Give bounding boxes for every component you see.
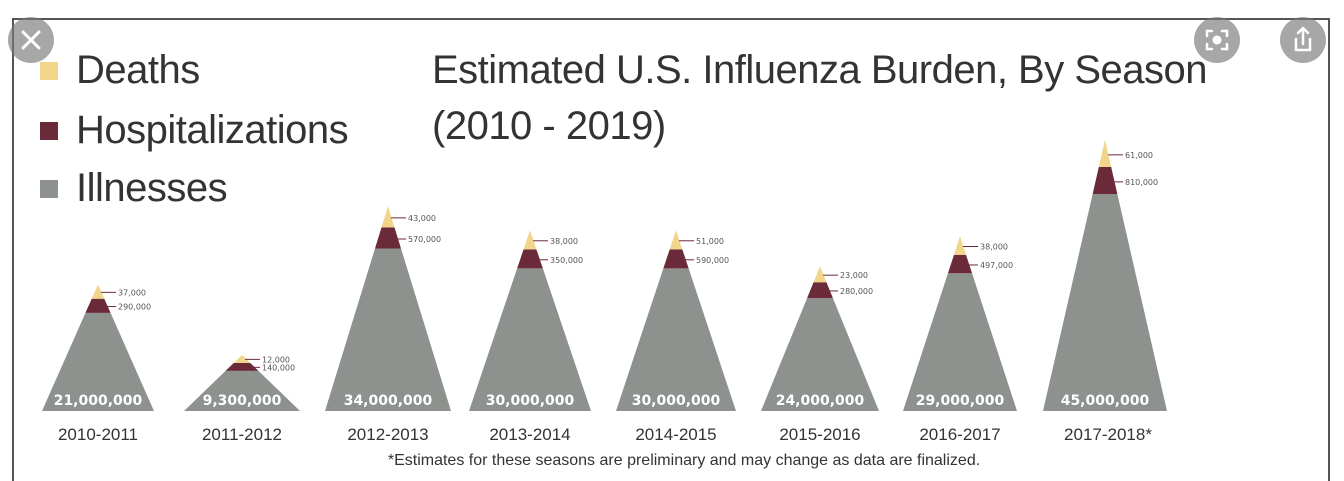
hospitalization-segment	[947, 254, 973, 274]
lens-icon	[1205, 29, 1229, 51]
hospitalization-segment	[663, 249, 689, 269]
hospitalization-data-label: 570,000	[408, 235, 441, 244]
illness-data-label: 24,000,000	[776, 393, 865, 409]
legend-item-deaths: Deaths	[40, 48, 200, 93]
chart-title: Estimated U.S. Influenza Burden, By Seas…	[432, 48, 1208, 92]
death-data-label: 51,000	[696, 237, 724, 246]
illness-segment	[616, 268, 736, 411]
illness-data-label: 34,000,000	[344, 393, 433, 409]
legend-swatch-deaths	[40, 61, 58, 80]
illness-data-label: 30,000,000	[486, 393, 575, 409]
death-data-label: 37,000	[118, 288, 146, 297]
illness-data-label: 21,000,000	[54, 393, 143, 409]
death-segment	[813, 266, 827, 283]
illness-data-label: 9,300,000	[203, 393, 282, 409]
hospitalization-segment	[374, 227, 402, 249]
death-data-label: 38,000	[980, 243, 1008, 252]
hospitalization-segment	[517, 249, 543, 269]
season-tick-label: 2013-2014	[489, 425, 570, 444]
death-segment	[381, 206, 395, 228]
hospitalization-data-label: 497,000	[980, 261, 1013, 270]
death-data-label: 43,000	[408, 214, 436, 223]
share-icon	[1294, 26, 1312, 52]
illness-segment	[42, 312, 154, 411]
hospitalization-data-label: 280,000	[840, 287, 873, 296]
close-button[interactable]	[8, 17, 54, 63]
illness-segment	[184, 370, 300, 411]
hospitalization-data-label: 590,000	[696, 256, 729, 265]
illness-segment	[469, 268, 591, 411]
legend-label-deaths: Deaths	[76, 48, 200, 92]
illness-data-label: 45,000,000	[1061, 393, 1150, 409]
legend-swatch-illnesses	[40, 179, 58, 198]
hospitalization-segment	[1092, 167, 1118, 194]
illness-segment	[903, 273, 1017, 411]
death-data-label: 12,000	[262, 355, 290, 364]
season-tick-label: 2016-2017	[919, 425, 1000, 444]
chart-frame	[12, 18, 1330, 481]
close-icon	[21, 30, 41, 50]
legend-swatch-hospitalizations	[40, 121, 58, 140]
season-tick-label: 2015-2016	[779, 425, 860, 444]
death-data-label: 61,000	[1125, 151, 1153, 160]
hospitalization-data-label: 350,000	[550, 256, 583, 265]
illness-data-label: 30,000,000	[632, 393, 721, 409]
illness-segment	[325, 248, 451, 411]
lens-button[interactable]	[1194, 17, 1240, 63]
illness-segment	[1043, 194, 1167, 411]
season-tick-label: 2012-2013	[347, 425, 428, 444]
chart-subtitle: (2010 - 2019)	[432, 104, 666, 148]
legend-item-illnesses: Illnesses	[40, 166, 228, 211]
death-data-label: 23,000	[840, 271, 868, 280]
chart-footnote: *Estimates for these seasons are prelimi…	[387, 452, 981, 469]
legend-item-hospitalizations: Hospitalizations	[40, 108, 349, 153]
season-tick-label: 2017-2018*	[1064, 425, 1152, 444]
death-segment	[233, 354, 251, 363]
hospitalization-segment	[225, 362, 259, 371]
illness-segment	[761, 298, 879, 411]
hospitalization-data-label: 810,000	[1125, 178, 1158, 187]
illness-data-label: 29,000,000	[916, 393, 1005, 409]
share-button[interactable]	[1280, 17, 1326, 63]
death-segment	[91, 284, 105, 299]
death-data-label: 38,000	[550, 237, 578, 246]
hospitalization-data-label: 290,000	[118, 303, 151, 312]
death-segment	[953, 236, 967, 255]
hospitalization-segment	[85, 298, 111, 313]
season-tick-label: 2010-2011	[58, 425, 138, 444]
legend-label-illnesses: Illnesses	[76, 166, 228, 210]
legend-label-hospitalizations: Hospitalizations	[76, 108, 349, 152]
death-segment	[1098, 140, 1112, 167]
death-segment	[523, 230, 537, 250]
hospitalization-data-label: 140,000	[262, 363, 295, 372]
death-segment	[669, 230, 683, 250]
season-tick-label: 2014-2015	[635, 425, 716, 444]
hospitalization-segment	[807, 282, 833, 299]
season-tick-label: 2011-2012	[202, 425, 282, 444]
